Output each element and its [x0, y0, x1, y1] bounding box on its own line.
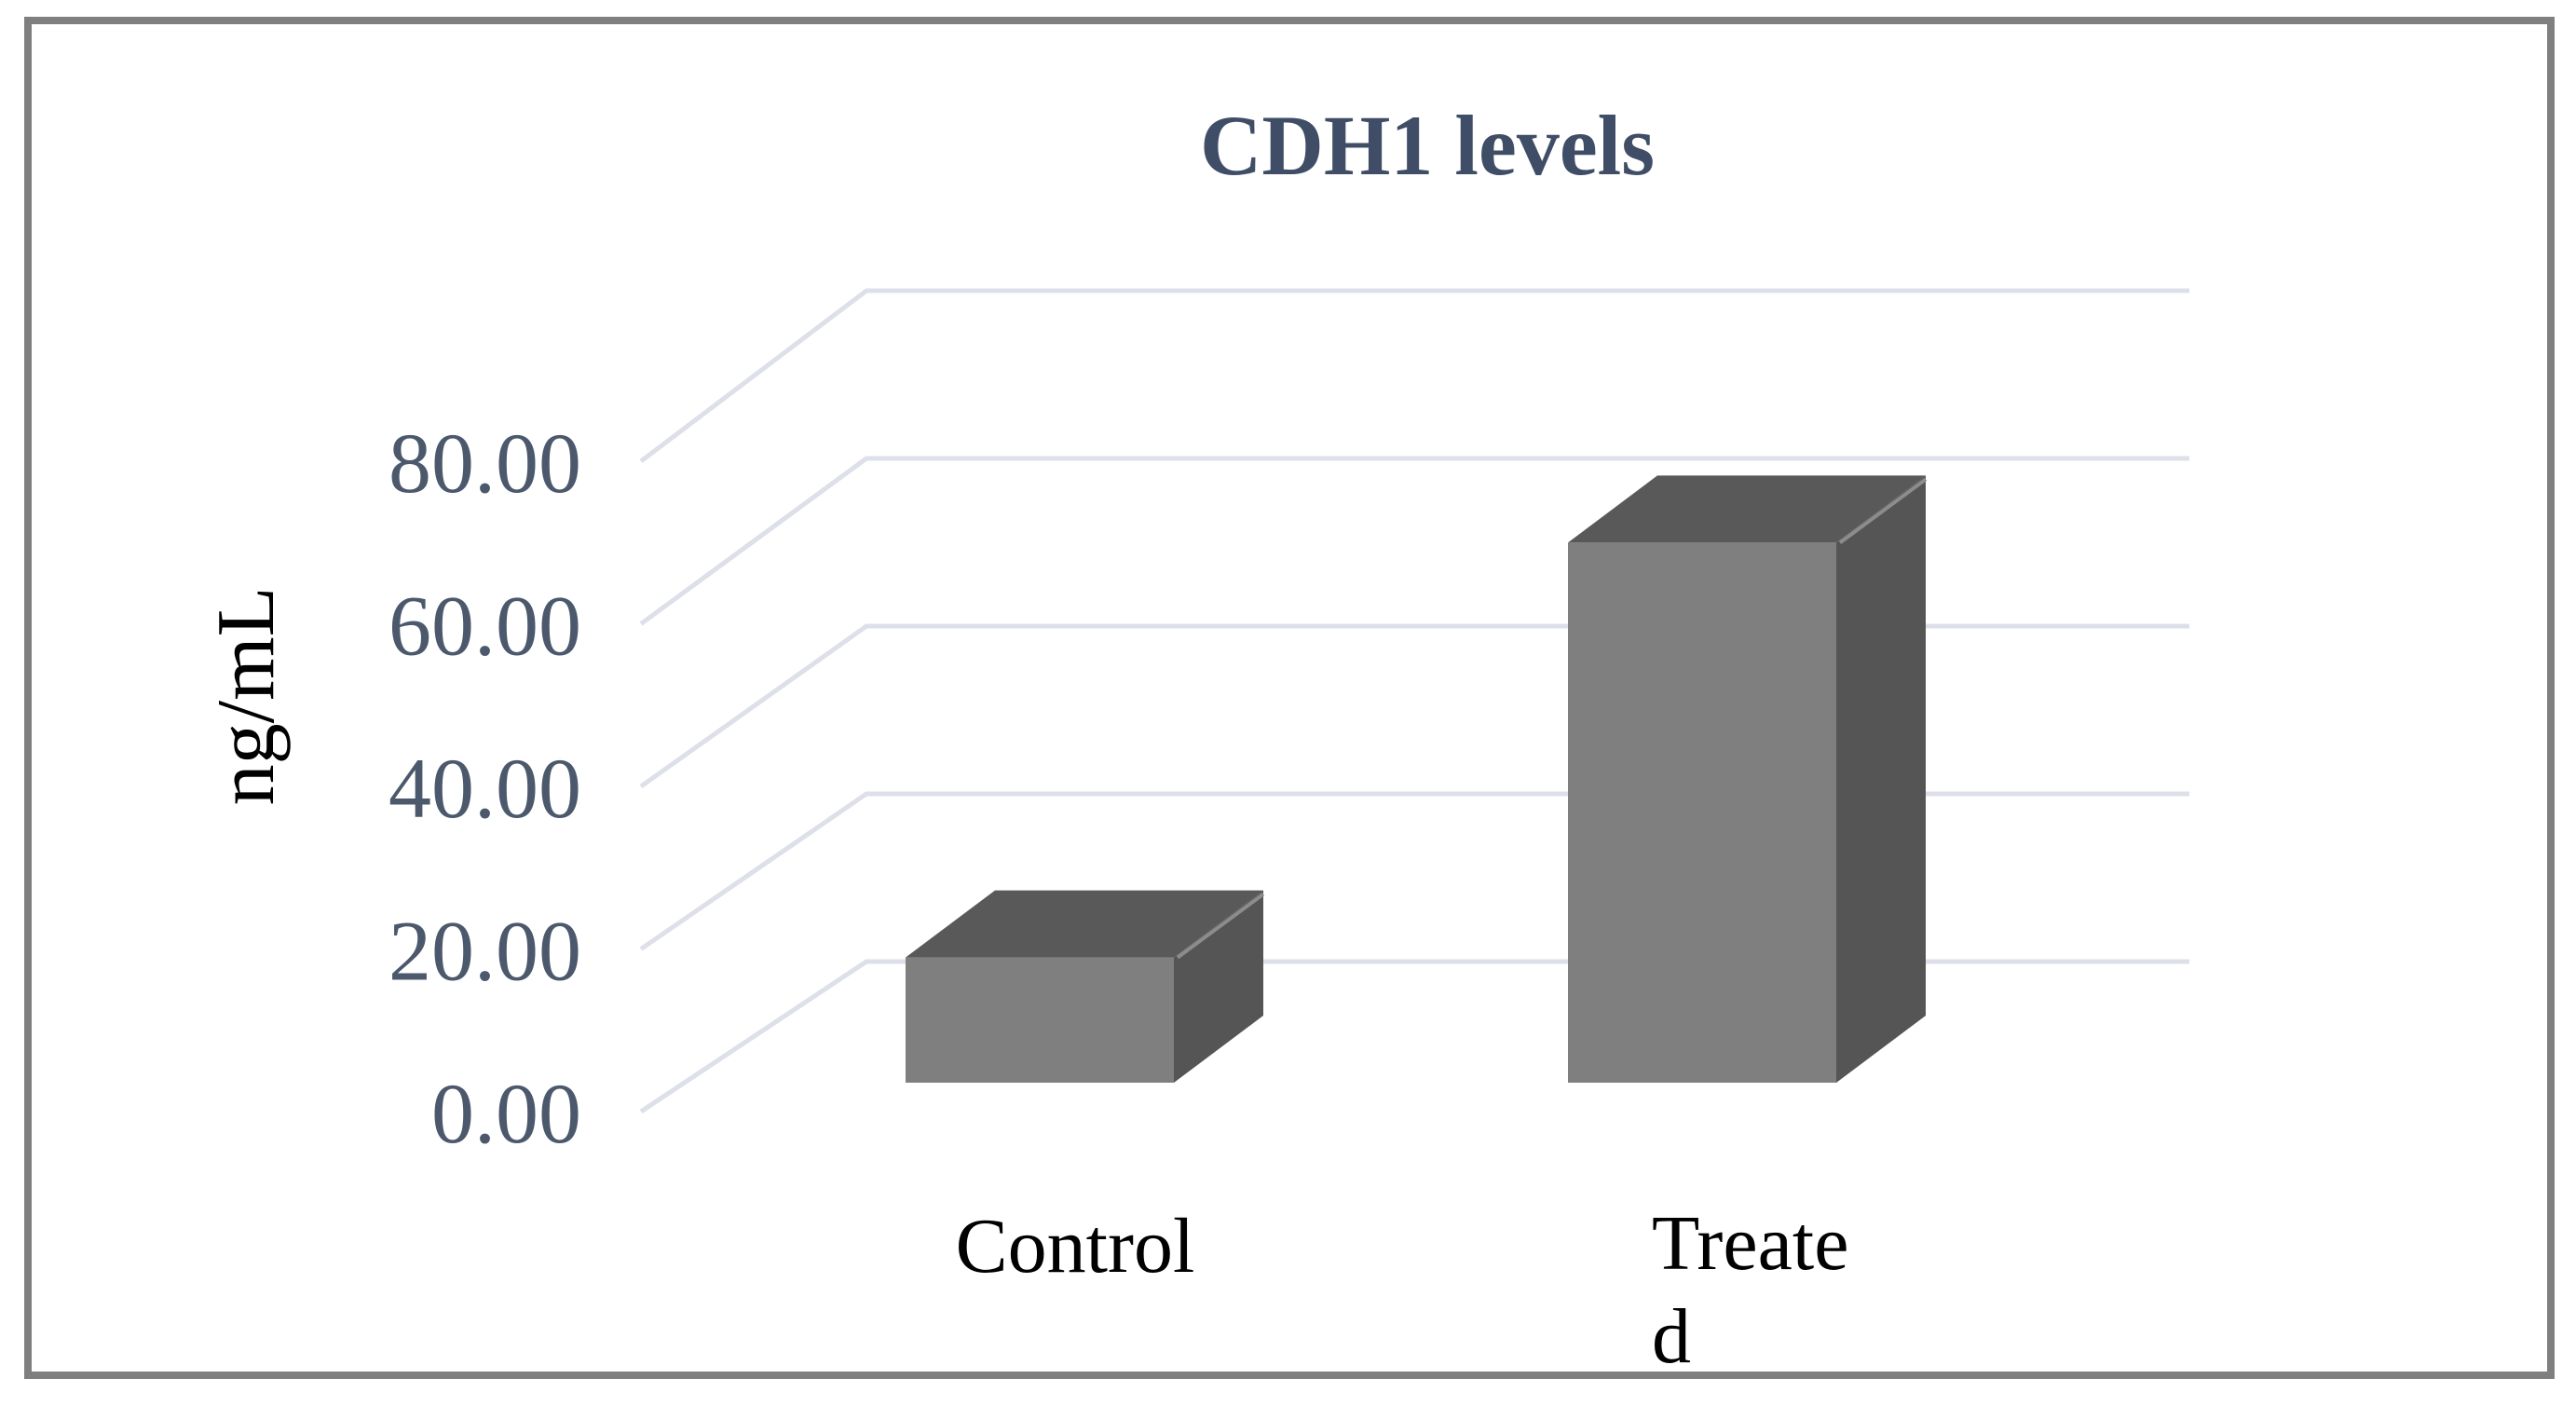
- bar-treated-side-face: [1836, 475, 1926, 1083]
- y-axis-title: ng/mL: [201, 587, 292, 806]
- category-label-control: Control: [956, 1203, 1195, 1290]
- bar-control: [906, 890, 1265, 1083]
- gridline: [639, 456, 2189, 626]
- bars: [906, 475, 1928, 1083]
- y-tick-label: 80.00: [388, 416, 581, 511]
- bar-control-top-face: [906, 890, 1263, 958]
- bar-control-front-face: [906, 957, 1174, 1083]
- category-label-line: d: [1652, 1293, 1691, 1380]
- chart-title: CDH1 levels: [1200, 98, 1655, 193]
- bar-treated-front-face: [1568, 542, 1836, 1083]
- category-label-line: Control: [956, 1203, 1195, 1290]
- bar-treated-top-face: [1568, 475, 1926, 543]
- bar-control-edge-highlight: [1176, 892, 1265, 960]
- gridline: [639, 288, 2189, 463]
- bar-control-side-face: [1174, 890, 1263, 1083]
- y-tick-label: 60.00: [388, 579, 581, 674]
- bar-treated-edge-highlight: [1838, 477, 1928, 545]
- y-axis-tick-labels: 0.00 20.00 40.00 60.00 80.00: [388, 416, 581, 1161]
- category-label-line: Treate: [1652, 1200, 1849, 1287]
- figure-border: [24, 17, 2555, 1379]
- y-tick-label: 0.00: [431, 1066, 581, 1161]
- y-tick-label: 40.00: [388, 741, 581, 836]
- bar-treated: [1568, 475, 1928, 1083]
- y-tick-label: 20.00: [388, 904, 581, 999]
